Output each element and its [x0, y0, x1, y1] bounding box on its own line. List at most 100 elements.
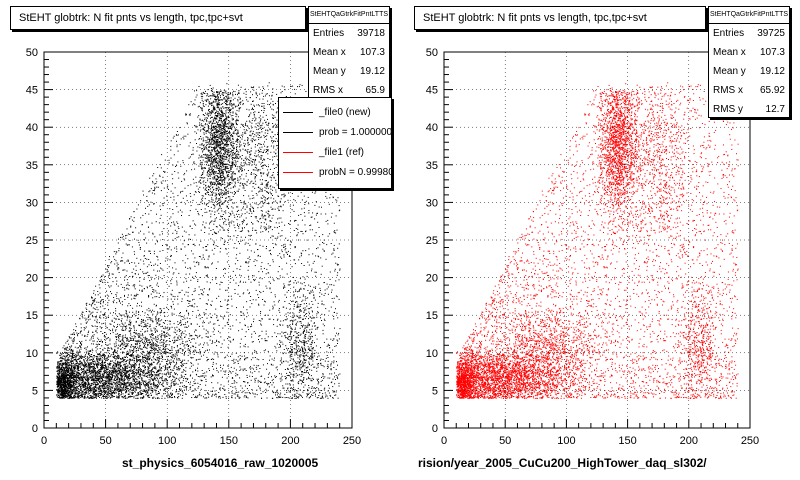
- scatter-point: [279, 396, 280, 398]
- scatter-point: [133, 389, 134, 391]
- scatter-point: [93, 366, 95, 368]
- scatter-point: [121, 361, 123, 363]
- scatter-point: [146, 389, 148, 391]
- scatter-point: [86, 352, 88, 354]
- scatter-point: [93, 392, 95, 394]
- scatter-point: [280, 380, 282, 382]
- scatter-point: [79, 361, 81, 363]
- scatter-point: [104, 385, 106, 387]
- scatter-point: [314, 218, 316, 220]
- scatter-point: [218, 116, 220, 118]
- scatter-point: [230, 295, 232, 297]
- scatter-point: [321, 293, 323, 295]
- scatter-point: [72, 377, 74, 379]
- scatter-point: [103, 384, 105, 385]
- scatter-point: [204, 208, 206, 210]
- scatter-point: [86, 366, 88, 367]
- scatter-point: [99, 381, 101, 383]
- scatter-point: [214, 351, 216, 353]
- scatter-point: [237, 293, 239, 295]
- scatter-point: [161, 360, 163, 362]
- scatter-point: [70, 390, 72, 392]
- scatter-point: [176, 284, 178, 286]
- scatter-point: [92, 389, 94, 391]
- scatter-point: [146, 200, 148, 201]
- scatter-point: [67, 371, 69, 373]
- scatter-point: [135, 381, 137, 383]
- scatter-point: [84, 388, 86, 390]
- scatter-point: [289, 391, 291, 393]
- scatter-point: [69, 346, 71, 348]
- scatter-point: [107, 396, 109, 398]
- scatter-point: [107, 392, 109, 394]
- scatter-point: [307, 261, 309, 263]
- scatter-point: [258, 281, 260, 283]
- scatter-point: [103, 374, 105, 376]
- scatter-point: [314, 366, 316, 368]
- scatter-point: [316, 328, 318, 330]
- scatter-point: [143, 371, 145, 373]
- scatter-point: [60, 362, 62, 364]
- scatter-point: [237, 241, 239, 243]
- scatter-point: [284, 201, 286, 203]
- scatter-point: [319, 397, 321, 399]
- scatter-point: [165, 257, 167, 259]
- scatter-point: [66, 369, 67, 371]
- scatter-point: [317, 255, 319, 257]
- scatter-point: [251, 325, 253, 327]
- scatter-point: [76, 381, 77, 383]
- scatter-point: [241, 315, 243, 316]
- scatter-point: [207, 244, 209, 246]
- scatter-point: [130, 371, 132, 372]
- scatter-point: [314, 349, 316, 351]
- scatter-point: [153, 327, 155, 329]
- scatter-point: [124, 367, 126, 369]
- scatter-point: [69, 356, 71, 358]
- scatter-point: [91, 375, 93, 377]
- scatter-point: [107, 302, 109, 304]
- scatter-point: [99, 397, 101, 398]
- scatter-point: [116, 389, 118, 391]
- scatter-point: [196, 185, 198, 187]
- scatter-point: [173, 196, 175, 198]
- scatter-point: [117, 315, 119, 317]
- scatter-point: [76, 371, 78, 373]
- scatter-point: [61, 371, 63, 373]
- scatter-point: [189, 383, 191, 385]
- scatter-point: [71, 370, 73, 372]
- scatter-point: [84, 327, 86, 329]
- scatter-point: [101, 378, 102, 379]
- scatter-point: [206, 274, 208, 276]
- scatter-point: [201, 370, 203, 371]
- scatter-point: [294, 397, 296, 399]
- scatter-point: [215, 396, 217, 398]
- scatter-point: [104, 390, 105, 392]
- scatter-point: [158, 393, 160, 394]
- scatter-point: [195, 262, 197, 264]
- scatter-point: [225, 356, 227, 358]
- scatter-point: [237, 223, 238, 225]
- scatter-point: [190, 101, 192, 103]
- scatter-point: [156, 375, 158, 377]
- scatter-point: [58, 394, 60, 396]
- scatter-point: [220, 316, 222, 317]
- scatter-point: [316, 370, 318, 372]
- scatter-point: [79, 332, 81, 334]
- scatter-point: [83, 356, 85, 358]
- scatter-point: [258, 297, 260, 298]
- scatter-point: [68, 382, 70, 384]
- scatter-point: [212, 107, 214, 109]
- scatter-point: [56, 396, 58, 398]
- scatter-point: [190, 305, 192, 307]
- scatter-point: [63, 358, 65, 360]
- scatter-point: [138, 339, 140, 341]
- scatter-point: [222, 387, 223, 389]
- scatter-point: [303, 207, 305, 209]
- scatter-point: [148, 363, 150, 365]
- scatter-point: [141, 290, 143, 292]
- scatter-point: [168, 344, 170, 346]
- scatter-point: [71, 389, 73, 391]
- scatter-point: [134, 373, 135, 375]
- scatter-point: [88, 387, 90, 389]
- scatter-point: [180, 249, 182, 250]
